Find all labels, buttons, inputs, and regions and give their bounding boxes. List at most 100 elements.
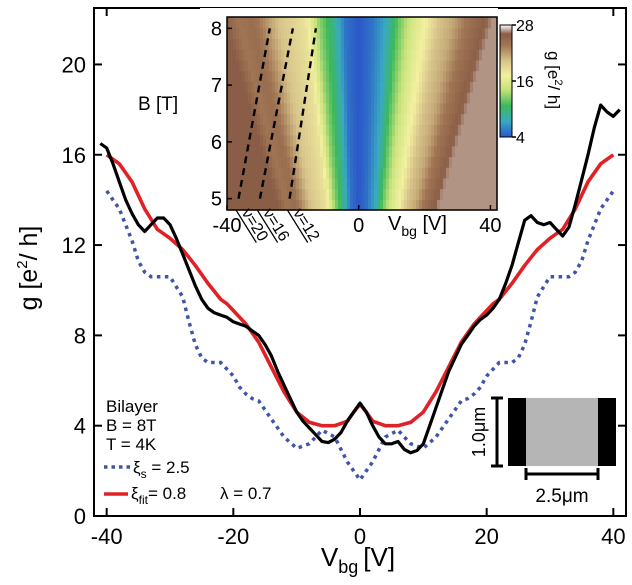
heatmap-cell (293, 199, 297, 211)
heatmap-cell (440, 177, 444, 190)
heatmap-cell (431, 134, 435, 147)
heatmap-cell (332, 17, 336, 29)
heatmap-cell (461, 134, 465, 147)
heatmap-cell (356, 38, 360, 50)
heatmap-cell (299, 70, 303, 82)
heatmap-cell (485, 124, 489, 136)
heatmap-cell (473, 102, 477, 115)
heatmap-cell (422, 124, 426, 136)
heatmap-cell (458, 70, 462, 82)
heatmap-cell (422, 167, 426, 179)
heatmap-cell (326, 167, 330, 179)
heatmap-cell (227, 70, 231, 82)
heatmap-cell (272, 134, 276, 147)
heatmap-cell (245, 167, 249, 179)
heatmap-cell (242, 49, 246, 61)
heatmap-cell (440, 156, 444, 168)
heatmap-cell (308, 167, 312, 179)
heatmap-cell (404, 145, 408, 157)
heatmap-cell (254, 177, 258, 190)
heatmap-cell (362, 188, 366, 200)
heatmap-cell (233, 188, 237, 200)
heatmap-cell (470, 124, 474, 136)
heatmap-cell (323, 177, 327, 190)
heatmap-cell (245, 81, 249, 93)
heatmap-cell (272, 188, 276, 200)
heatmap-cell (335, 49, 339, 61)
heatmap-cell (233, 92, 237, 104)
heatmap-cell (350, 167, 354, 179)
heatmap-cell (392, 38, 396, 50)
heatmap-cell (326, 27, 330, 40)
heatmap-cell (266, 177, 270, 190)
heatmap-cell (353, 81, 357, 93)
heatmap-cell (476, 92, 480, 104)
heatmap-cell (269, 134, 273, 147)
heatmap-cell (320, 188, 324, 200)
heatmap-cell (263, 92, 267, 104)
heatmap-cell (320, 49, 324, 61)
heatmap-cell (485, 188, 489, 200)
heatmap-cell (260, 113, 264, 125)
filling-factor-leader (257, 210, 279, 243)
heatmap-cell (236, 134, 240, 147)
heatmap-cell (374, 27, 378, 40)
heatmap-cell (455, 38, 459, 50)
heatmap-cell (428, 156, 432, 168)
heatmap-cell (293, 38, 297, 50)
heatmap-cell (257, 199, 261, 211)
heatmap-cell (314, 27, 318, 40)
heatmap-cell (296, 124, 300, 136)
heatmap-cell (296, 177, 300, 190)
heatmap-cell (473, 167, 477, 179)
heatmap-cell (332, 124, 336, 136)
heatmap-cell (485, 167, 489, 179)
heatmap-cell (389, 134, 393, 147)
heatmap-cell (239, 167, 243, 179)
heatmap-cell (338, 177, 342, 190)
heatmap-cell (269, 27, 273, 40)
heatmap-cell (284, 134, 288, 147)
heatmap-cell (293, 102, 297, 115)
heatmap-cell (263, 156, 267, 168)
heatmap-cell (302, 145, 306, 157)
heatmap-cell (362, 70, 366, 82)
heatmap-cell (269, 124, 273, 136)
heatmap-cell (368, 188, 372, 200)
heatmap-cell (302, 38, 306, 50)
heatmap-cell (422, 27, 426, 40)
heatmap-cell (305, 17, 309, 29)
heatmap-cell (359, 59, 363, 72)
heatmap-cell (317, 188, 321, 200)
heatmap-cell (317, 156, 321, 168)
heatmap-cell (470, 27, 474, 40)
heatmap-cell (251, 156, 255, 168)
heatmap-cell (380, 188, 384, 200)
heatmap-cell (230, 124, 234, 136)
heatmap-cell (305, 124, 309, 136)
heatmap-cell (254, 49, 258, 61)
heatmap-cell (488, 113, 492, 125)
heatmap-cell (242, 145, 246, 157)
heatmap-cell (467, 38, 471, 50)
heatmap-cell (230, 59, 234, 72)
heatmap-cell (386, 70, 390, 82)
heatmap-cell (377, 70, 381, 82)
heatmap-cell (263, 81, 267, 93)
heatmap-cell (269, 177, 273, 190)
heatmap-cell (275, 17, 279, 29)
heatmap-cell (413, 199, 417, 211)
heatmap-cell (377, 38, 381, 50)
heatmap-cell (452, 59, 456, 72)
heatmap-cell (464, 81, 468, 93)
heatmap-cell (419, 49, 423, 61)
heatmap-cell (263, 102, 267, 115)
heatmap-cell (365, 145, 369, 157)
heatmap-cell (419, 81, 423, 93)
heatmap-cell (434, 167, 438, 179)
heatmap-cell (362, 177, 366, 190)
heatmap-cell (341, 145, 345, 157)
heatmap-cell (299, 188, 303, 200)
heatmap-cell (491, 167, 495, 179)
heatmap-cell (443, 81, 447, 93)
